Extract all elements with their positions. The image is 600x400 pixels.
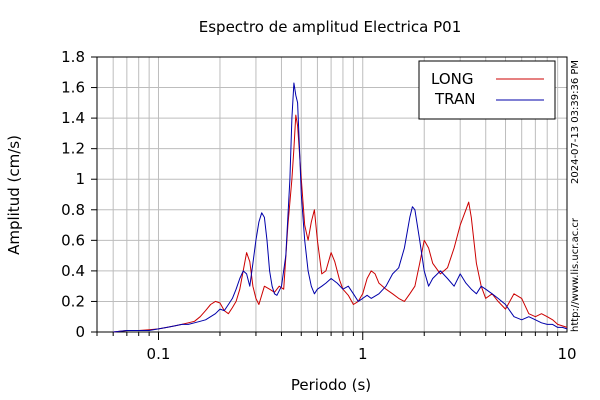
legend: LONG TRAN [418, 60, 556, 120]
x-tick-label: 10 [557, 345, 576, 363]
y-tick-label: 1.2 [61, 140, 85, 158]
legend-label-tran: TRAN [434, 90, 475, 108]
series-line-tran [113, 82, 568, 333]
axis-ticks: 0 0.2 0.4 0.6 0.8 1 1.2 1.4 1.6 1.8 0.1 1 10 [61, 48, 576, 363]
plot-frame [96, 56, 568, 333]
x-axis-label: Periodo (s) [291, 376, 371, 394]
series-layer [113, 82, 568, 333]
grid-lines [96, 56, 567, 333]
y-tick-label: 1.4 [61, 109, 85, 127]
legend-box [418, 60, 556, 120]
legend-label-long: LONG [431, 70, 473, 88]
y-tick-label: 0 [75, 323, 85, 341]
series-line-long [113, 114, 568, 333]
y-tick-label: 1.6 [61, 79, 85, 97]
y-tick-label: 0.4 [61, 262, 85, 280]
x-tick-label: 0.1 [147, 345, 171, 363]
url-annotation: http://www.lis.ucr.ac.cr [570, 217, 581, 332]
y-axis-label: Amplitud (cm/s) [5, 135, 23, 255]
chart-title: Espectro de amplitud Electrica P01 [199, 18, 462, 36]
x-tick-label: 1 [358, 345, 368, 363]
y-tick-label: 1.8 [61, 48, 85, 66]
y-tick-label: 0.2 [61, 292, 85, 310]
y-tick-label: 1 [75, 170, 85, 188]
timestamp-annotation: 2024-07-13 03:39:36 PM [570, 60, 581, 184]
y-tick-label: 0.8 [61, 201, 85, 219]
y-tick-label: 0.6 [61, 231, 85, 249]
